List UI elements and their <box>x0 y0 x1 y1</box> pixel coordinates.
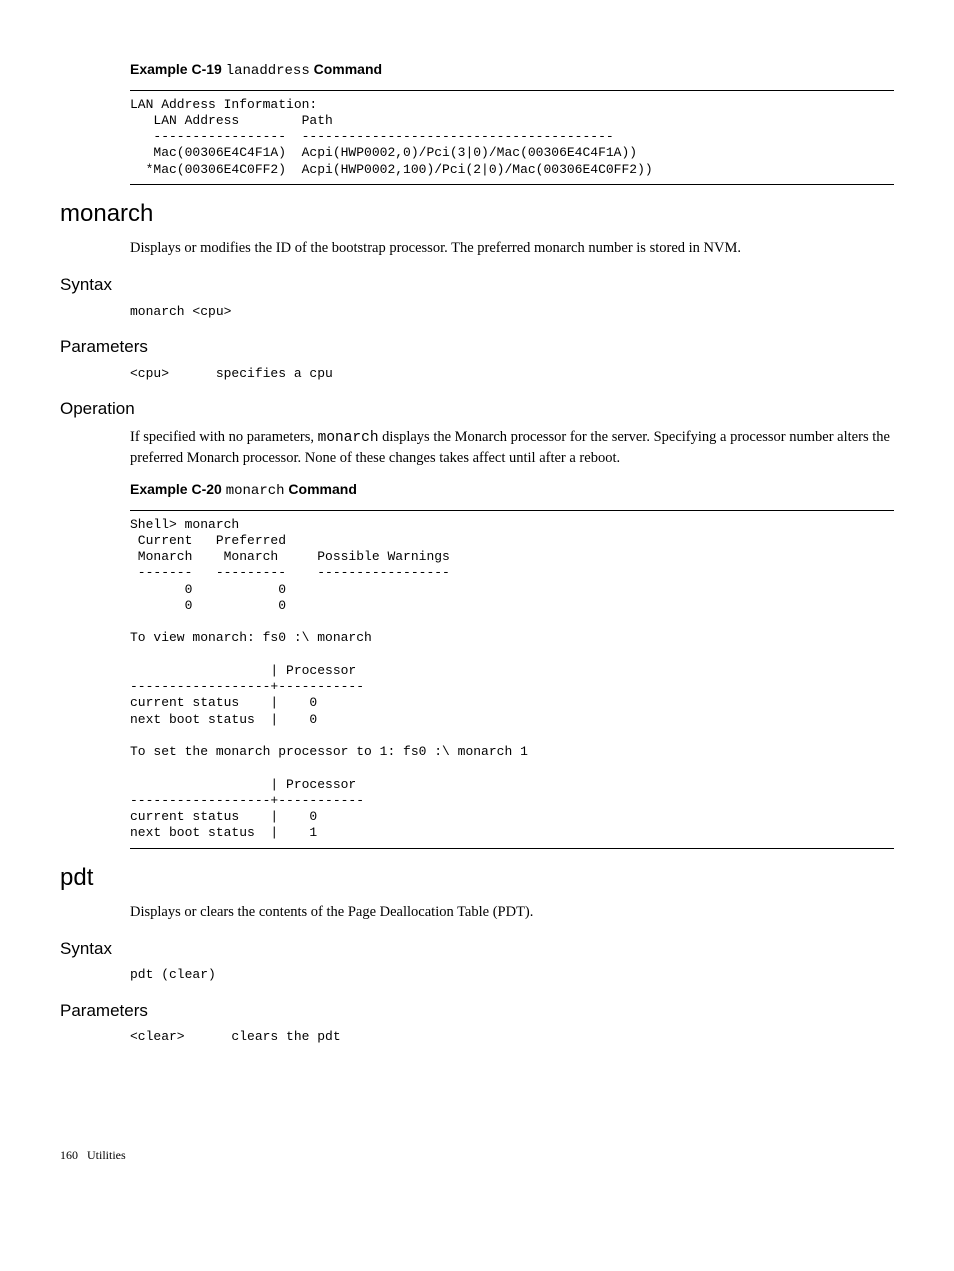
pdt-syntax-heading: Syntax <box>60 937 894 961</box>
example-c19-suffix: Command <box>310 61 382 77</box>
example-c19-cmd: lanaddress <box>226 63 310 79</box>
example-c20-suffix: Command <box>285 481 357 497</box>
example-c19-prefix: Example C-19 <box>130 61 226 77</box>
example-c20-heading: Example C-20 monarch Command <box>130 480 894 502</box>
page-footer: 160 Utilities <box>60 1147 894 1164</box>
monarch-syntax-code: monarch <cpu> <box>130 303 894 321</box>
page-number: 160 <box>60 1148 78 1162</box>
pdt-syntax-code: pdt (clear) <box>130 966 894 984</box>
monarch-op-text1: If specified with no parameters, <box>130 429 318 445</box>
example-c20-prefix: Example C-20 <box>130 481 226 497</box>
monarch-op-mono: monarch <box>318 430 379 446</box>
monarch-parameters-code: <cpu> specifies a cpu <box>130 365 894 383</box>
pdt-title: pdt <box>60 861 894 895</box>
monarch-syntax-heading: Syntax <box>60 273 894 297</box>
example-c19-heading: Example C-19 lanaddress Command <box>130 60 894 82</box>
monarch-title: monarch <box>60 197 894 231</box>
example-c19-code: LAN Address Information: LAN Address Pat… <box>130 90 894 185</box>
monarch-intro: Displays or modifies the ID of the boots… <box>130 238 894 258</box>
pdt-parameters-code: <clear> clears the pdt <box>130 1028 894 1046</box>
pdt-intro: Displays or clears the contents of the P… <box>130 902 894 922</box>
example-c20-cmd: monarch <box>226 483 285 499</box>
pdt-parameters-heading: Parameters <box>60 999 894 1023</box>
monarch-operation-heading: Operation <box>60 397 894 421</box>
monarch-operation-text: If specified with no parameters, monarch… <box>130 427 894 469</box>
example-c20-code: Shell> monarch Current Preferred Monarch… <box>130 510 894 849</box>
monarch-parameters-heading: Parameters <box>60 335 894 359</box>
footer-label: Utilities <box>87 1148 126 1162</box>
